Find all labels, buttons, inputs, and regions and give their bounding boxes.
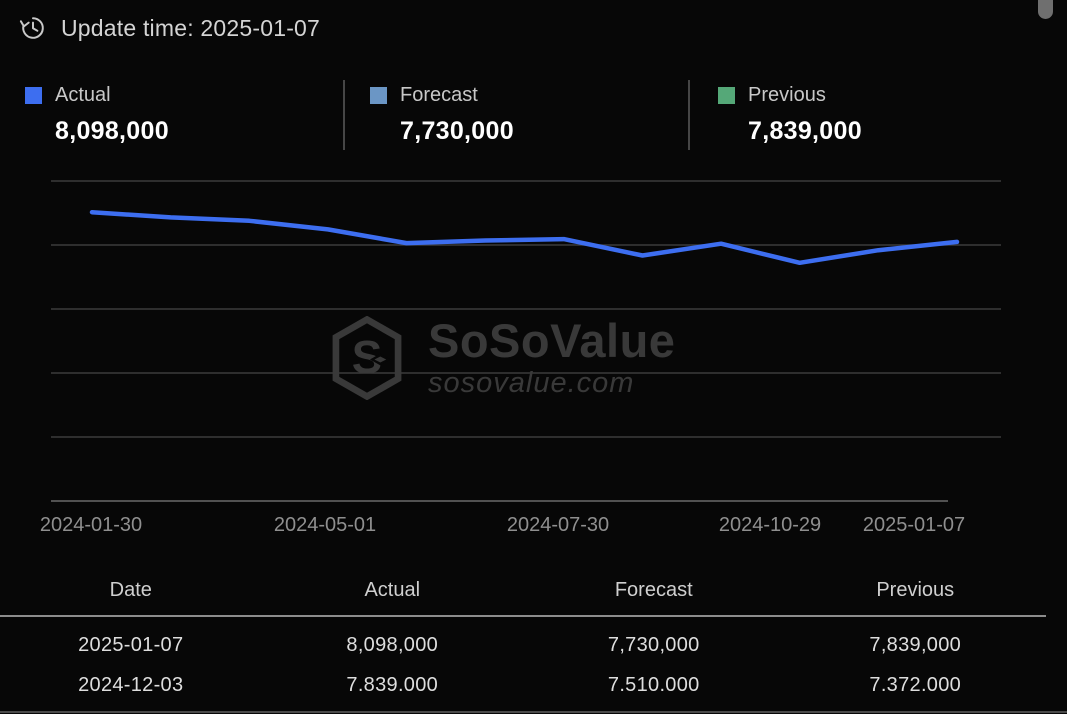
legend-item-forecast[interactable]: Forecast 7,730,000 [370, 84, 514, 146]
legend-value: 7,839,000 [748, 117, 862, 145]
x-axis-ticks: 2024-01-30 2024-05-01 2024-07-30 2024-10… [0, 514, 1067, 544]
cell-date: 2025-01-07 [78, 633, 184, 656]
legend-divider [688, 80, 690, 150]
watermark-domain: sosovalue.com [428, 367, 635, 399]
watermark: S SoSoValue sosovalue.com [330, 316, 675, 400]
chart-legend: Actual 8,098,000 Forecast 7,730,000 Prev… [0, 80, 1067, 156]
bottom-divider [0, 711, 1067, 713]
x-tick-label: 2024-05-01 [273, 514, 377, 536]
cell-forecast: 7,730,000 [607, 633, 700, 656]
legend-item-previous[interactable]: Previous 7,839,000 [718, 84, 862, 146]
previous-color-swatch [718, 87, 735, 104]
column-header-previous: Previous [876, 578, 955, 601]
update-time-label: Update time: 2025-01-07 [61, 14, 321, 41]
legend-label: Forecast [400, 84, 478, 106]
update-time-header: Update time: 2025-01-07 [19, 14, 320, 42]
column-header-date: Date [109, 578, 152, 601]
table-row: 2025-01-07 8,098,000 7,730,000 7,839,000 [0, 625, 1046, 665]
actual-color-swatch [25, 87, 42, 104]
x-tick-label: 2024-10-29 [718, 514, 822, 536]
legend-divider [343, 80, 345, 150]
actual-series-line [89, 209, 960, 266]
cell-date: 2024-12-03 [78, 673, 184, 696]
legend-value: 8,098,000 [55, 117, 169, 145]
sosovalue-logo-icon: S [332, 316, 402, 400]
legend-label: Actual [55, 84, 111, 106]
column-header-forecast: Forecast [614, 578, 693, 601]
column-header-actual: Actual [364, 578, 421, 601]
legend-item-actual[interactable]: Actual 8,098,000 [25, 84, 169, 146]
cell-actual: 8,098,000 [346, 633, 439, 656]
legend-label: Previous [748, 84, 826, 106]
legend-value: 7,730,000 [400, 117, 514, 145]
watermark-brand: SoSoValue [428, 314, 676, 367]
history-table: Date Actual Forecast Previous 2025-01-07… [0, 565, 1046, 705]
x-tick-label: 2025-01-07 [862, 514, 966, 536]
forecast-color-swatch [370, 87, 387, 104]
vertical-scrollbar-thumb[interactable] [1038, 0, 1053, 19]
x-tick-label: 2024-01-30 [39, 514, 143, 536]
cell-previous: 7.372.000 [869, 673, 962, 696]
cell-forecast: 7.510.000 [607, 673, 700, 696]
chart-gridlines [51, 180, 1001, 502]
x-tick-label: 2024-07-30 [506, 514, 610, 536]
cell-actual: 7.839.000 [346, 673, 439, 696]
history-clock-icon [19, 17, 44, 39]
cell-previous: 7,839,000 [869, 633, 962, 656]
table-header-row: Date Actual Forecast Previous [0, 565, 1046, 617]
table-row: 2024-12-03 7.839.000 7.510.000 7.372.000 [0, 665, 1046, 705]
line-chart[interactable]: S SoSoValue sosovalue.com [0, 170, 1067, 530]
